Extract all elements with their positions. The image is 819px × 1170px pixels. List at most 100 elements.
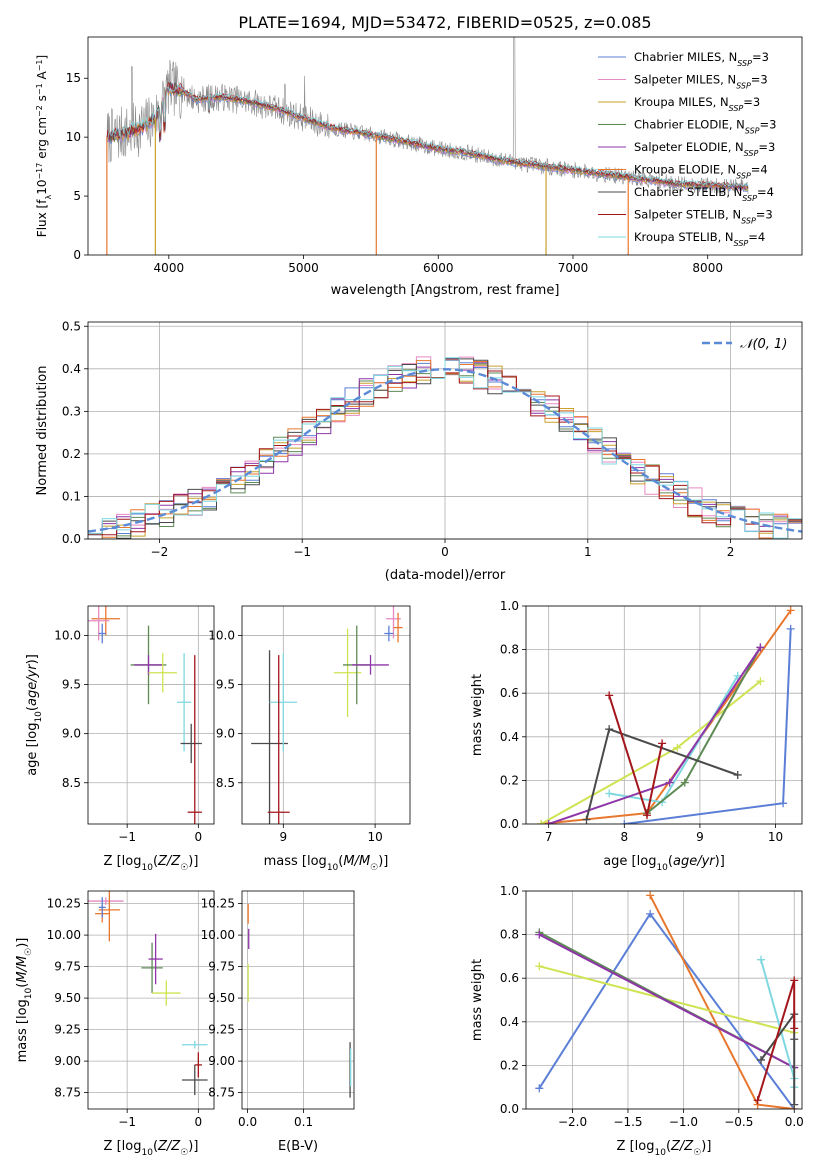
error-bar-point (141, 942, 163, 994)
legend-label-sub: SSP (741, 216, 756, 225)
model-spectrum (106, 84, 749, 193)
error-bar-point (352, 655, 389, 675)
weight-series (620, 624, 795, 824)
error-bar-point (152, 980, 181, 1006)
x-tick-label: 0.0 (238, 1115, 257, 1129)
y-tick-label: 0 (73, 248, 81, 262)
label-part: Z [log (617, 1139, 655, 1154)
label-part: −1 (35, 83, 44, 95)
x-tick-label: −1.5 (613, 1115, 642, 1129)
error-bar-point (393, 612, 403, 643)
y-tick-label: 0.4 (500, 730, 519, 744)
y-tick-label: 0.8 (500, 928, 519, 942)
weight-marker (620, 820, 629, 824)
legend-label: Kroupa MILES, NSSP=3 (634, 95, 760, 113)
y-tick-label: 10.00 (201, 928, 235, 942)
x-tick-label: 0 (195, 830, 203, 844)
error-bar-point (194, 1052, 202, 1078)
y-tick-label: 1.0 (500, 884, 519, 898)
axes-frame (525, 605, 803, 825)
error-bar-point (98, 897, 106, 918)
legend-label-tail: =3 (751, 73, 768, 87)
x-tick-label: 10 (768, 830, 783, 844)
label-part: ( (668, 854, 673, 869)
weight-marker (779, 799, 788, 808)
label-part: Z/Z (157, 854, 181, 869)
y-tick-label: 8.75 (208, 1086, 235, 1100)
axes: −2.0 −1.5 −1.0 −0.5 0.0 0.0 0.2 0.4 0.6 0.8 1.0 Z [… (470, 884, 804, 1158)
label-part: )] (15, 938, 30, 948)
legend-label-tail: =4 (757, 185, 774, 199)
observed-spectrum (106, 37, 749, 195)
x-tick-label: 2 (727, 545, 735, 559)
panel-residual_histogram: −2 −1 0 1 2 0.0 0.1 0.2 0.3 0.4 0.5 (data-model)/er… (35, 319, 803, 583)
y-tick-label: 9.75 (208, 960, 235, 974)
y-tick-label: 0.2 (500, 773, 519, 787)
plot-area (88, 606, 202, 824)
grid (88, 606, 214, 824)
label-part: )] (701, 1139, 711, 1154)
x-tick-label: −1 (293, 545, 311, 559)
legend-label: Salpeter STELIB, NSSP=3 (634, 208, 773, 226)
label-part: Flux [f (35, 199, 49, 237)
label-part: mass [log (15, 999, 30, 1062)
y-tick-label: 9.5 (216, 678, 235, 692)
legend-label-sub: SSP (736, 81, 751, 90)
label-part: )] (715, 854, 725, 869)
weight-marker (790, 1024, 799, 1033)
x-tick-label: 9 (696, 830, 704, 844)
y-tick-label: 9.5 (62, 678, 81, 692)
y-axis-label: mass [log10(M/M☉)] (15, 938, 34, 1063)
x-tick-label: −2 (151, 545, 169, 559)
error-bar-point (267, 655, 290, 824)
error-bar-point (181, 1064, 208, 1096)
x-axis-label: Z [log10(Z/Z☉)] (617, 1139, 712, 1158)
weight-marker (646, 909, 655, 918)
label-part: λ (44, 195, 53, 200)
legend-label-tail: =3 (756, 208, 773, 222)
error-bar-point (384, 625, 394, 642)
legend-label-sub: SSP (736, 171, 751, 180)
weight-marker (544, 820, 553, 824)
x-tick-label: 1 (584, 545, 592, 559)
y-tick-label: 0.0 (62, 532, 81, 546)
label-part: Z/Z (670, 1139, 694, 1154)
legend-label-sub: SSP (734, 239, 749, 248)
x-tick-label: 7000 (558, 261, 589, 275)
label-part: s (35, 95, 49, 105)
error-bar-point (98, 623, 106, 644)
legend-label-main: Chabrier STELIB, N (634, 185, 742, 199)
label-part: ( (153, 1139, 158, 1154)
weight-marker (673, 743, 682, 752)
y-tick-label: 9.00 (208, 1054, 235, 1068)
weight-line (538, 933, 795, 1069)
legend-label-tail: =3 (760, 118, 777, 132)
x-axis-label: age [log10(age/yr)] (603, 854, 725, 873)
label-part: 10 (24, 987, 34, 999)
error-bar-point (269, 653, 298, 752)
label-part: erg cm (35, 117, 49, 163)
y-axis-label: age [log10(age/yr)] (25, 654, 44, 776)
label-part: ☉ (693, 1148, 701, 1158)
weight-marker (535, 930, 544, 939)
label-part: −17 (35, 163, 44, 180)
x-tick-label: 8000 (692, 261, 723, 275)
axes: −2 −1 0 1 2 0.0 0.1 0.2 0.3 0.4 0.5 (data-model)/er… (35, 319, 803, 583)
y-tick-label: 10 (66, 130, 81, 144)
label-part: mass [log (264, 854, 327, 869)
x-tick-label: −1 (118, 830, 136, 844)
weight-marker (756, 643, 765, 652)
label-part: 10 (654, 1148, 666, 1158)
weight-marker (665, 778, 674, 787)
y-tick-label: 5 (73, 189, 81, 203)
x-tick-label: −1 (118, 1115, 136, 1129)
y-tick-label: 9.25 (208, 1023, 235, 1037)
label-part: ( (153, 854, 158, 869)
legend-label-tail: =3 (752, 50, 769, 64)
x-tick-label: 0.1 (294, 1115, 313, 1129)
y-tick-label: 10.0 (208, 628, 235, 642)
y-axis-label: Flux [fλ10−17 erg cm−2 s−1 A−1] (35, 55, 53, 237)
